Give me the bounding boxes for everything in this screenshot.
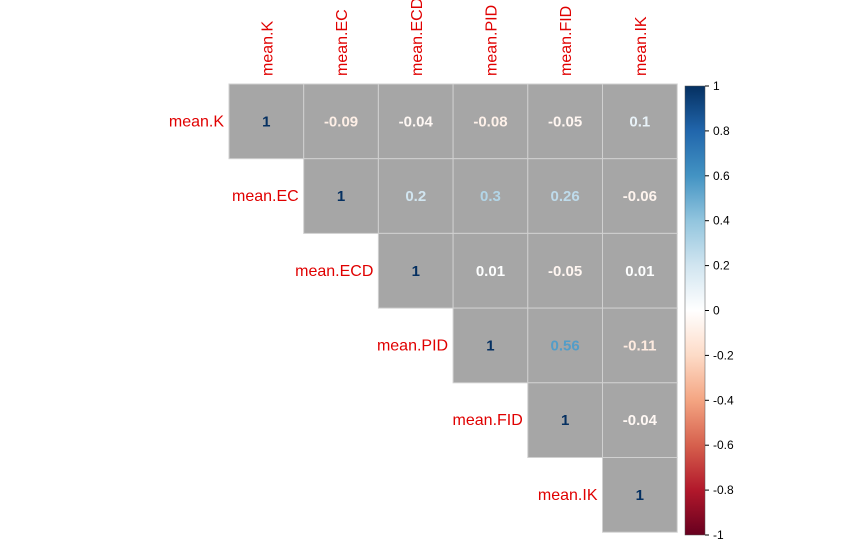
cell-background bbox=[527, 83, 603, 160]
row-label: mean.K bbox=[169, 113, 224, 130]
column-label: mean.EC bbox=[334, 9, 351, 76]
cell-background bbox=[602, 83, 678, 160]
cell-background bbox=[602, 382, 678, 458]
colorbar-tick-label: -0.6 bbox=[713, 438, 734, 452]
cell-value-label: 0.56 bbox=[551, 337, 580, 354]
heatmap-cell: 0.3 bbox=[452, 158, 529, 234]
cell-value-label: 0.26 bbox=[551, 188, 580, 205]
heatmap-cell: 0.26 bbox=[527, 158, 603, 234]
colorbar-tick-label: -1 bbox=[713, 528, 724, 542]
cell-value-label: -0.08 bbox=[473, 113, 507, 130]
row-label: mean.EC bbox=[232, 188, 299, 205]
column-labels: mean.K mean.EC mean.ECD mean.PID mean.FID mea… bbox=[259, 0, 649, 76]
column-label: mean.K bbox=[259, 21, 276, 76]
cell-value-label: 1 bbox=[412, 263, 420, 280]
cell-value-label: 0.1 bbox=[629, 113, 650, 130]
cell-background bbox=[602, 457, 678, 533]
cell-background bbox=[527, 232, 603, 309]
cell-background bbox=[527, 307, 603, 384]
row-label: mean.ECD bbox=[295, 263, 373, 280]
cell-background bbox=[303, 83, 379, 160]
cell-value-label: 0.3 bbox=[480, 188, 501, 205]
colorbar-tick-label: 0 bbox=[713, 304, 720, 318]
colorbar-gradient bbox=[684, 85, 706, 536]
cell-background bbox=[303, 158, 379, 234]
colorbar-tick-label: 0.4 bbox=[713, 214, 730, 228]
cell-value-label: 0.01 bbox=[625, 263, 654, 280]
colorbar-tick-label: 0.6 bbox=[713, 169, 730, 183]
cell-background bbox=[602, 307, 678, 384]
cell-value-label: -0.06 bbox=[623, 188, 657, 205]
colorbar-tick-label: 0.2 bbox=[713, 259, 730, 273]
heatmap-cell: 1 bbox=[527, 382, 603, 458]
heatmap-cell: -0.06 bbox=[602, 158, 678, 234]
cell-value-label: -0.05 bbox=[548, 263, 582, 280]
cell-background bbox=[527, 382, 603, 458]
row-label: mean.PID bbox=[377, 337, 448, 354]
cell-value-label: -0.05 bbox=[548, 113, 582, 130]
cell-value-label: 0.2 bbox=[405, 188, 426, 205]
colorbar-tick-label: -0.8 bbox=[713, 483, 734, 497]
cell-value-label: 1 bbox=[561, 412, 569, 429]
cell-value-label: 1 bbox=[636, 487, 644, 504]
heatmap-cell: 0.1 bbox=[602, 83, 678, 160]
column-label: mean.FID bbox=[558, 6, 575, 76]
cell-value-label: 1 bbox=[262, 113, 270, 130]
heatmap-cell: -0.04 bbox=[602, 382, 678, 458]
cell-value-label: -0.09 bbox=[324, 113, 358, 130]
heatmap-cell: 0.2 bbox=[377, 158, 454, 234]
cell-background bbox=[602, 158, 678, 234]
colorbar: 1 0.8 0.6 0.4 0.2 0 -0.2 -0.4 -0.6 -0.8 -1 bbox=[684, 79, 734, 542]
cell-background bbox=[452, 307, 529, 384]
colorbar-tick-label: 1 bbox=[713, 79, 720, 93]
cell-background bbox=[527, 158, 603, 234]
cell-value-label: 0.01 bbox=[476, 263, 505, 280]
heatmap-cell: 1 bbox=[228, 83, 305, 160]
heatmap-cell: -0.05 bbox=[527, 232, 603, 309]
heatmap-cell: -0.08 bbox=[452, 83, 529, 160]
colorbar-tick-label: 0.8 bbox=[713, 124, 730, 138]
heatmap-cells: 1 -0.09 -0.04 -0.08 -0.05 0.1 1 0.2 0.3 0.26 -0.06… bbox=[228, 83, 678, 533]
cell-background bbox=[602, 232, 678, 309]
heatmap-cell: 0.01 bbox=[602, 232, 678, 309]
heatmap-cell: 1 bbox=[303, 158, 379, 234]
heatmap-cell: 1 bbox=[602, 457, 678, 533]
cell-background bbox=[452, 83, 529, 160]
cell-value-label: 1 bbox=[337, 188, 345, 205]
cell-value-label: -0.11 bbox=[623, 337, 656, 354]
cell-background bbox=[228, 83, 305, 160]
cell-background bbox=[377, 158, 454, 234]
heatmap-cell: -0.09 bbox=[303, 83, 379, 160]
cell-background bbox=[377, 232, 454, 309]
colorbar-tick-label: -0.4 bbox=[713, 393, 734, 407]
cell-value-label: -0.04 bbox=[623, 412, 658, 429]
heatmap-cell: 0.56 bbox=[527, 307, 603, 384]
heatmap-cell: -0.11 bbox=[602, 307, 678, 384]
colorbar-tick-label: -0.2 bbox=[713, 348, 734, 362]
heatmap-cell: -0.04 bbox=[377, 83, 454, 160]
cell-value-label: 1 bbox=[486, 337, 494, 354]
column-label: mean.PID bbox=[483, 5, 500, 76]
row-label: mean.IK bbox=[538, 487, 598, 504]
row-label: mean.FID bbox=[453, 412, 523, 429]
heatmap-cell: -0.05 bbox=[527, 83, 603, 160]
heatmap-cell: 0.01 bbox=[452, 232, 529, 309]
column-label: mean.ECD bbox=[409, 0, 426, 76]
heatmap-cell: 1 bbox=[452, 307, 529, 384]
cell-background bbox=[452, 232, 529, 309]
cell-value-label: -0.04 bbox=[399, 113, 434, 130]
heatmap-cell: 1 bbox=[377, 232, 454, 309]
row-labels: mean.K mean.EC mean.ECD mean.PID mean.FID mea… bbox=[169, 113, 598, 504]
column-label: mean.IK bbox=[633, 16, 650, 76]
cell-background bbox=[377, 83, 454, 160]
